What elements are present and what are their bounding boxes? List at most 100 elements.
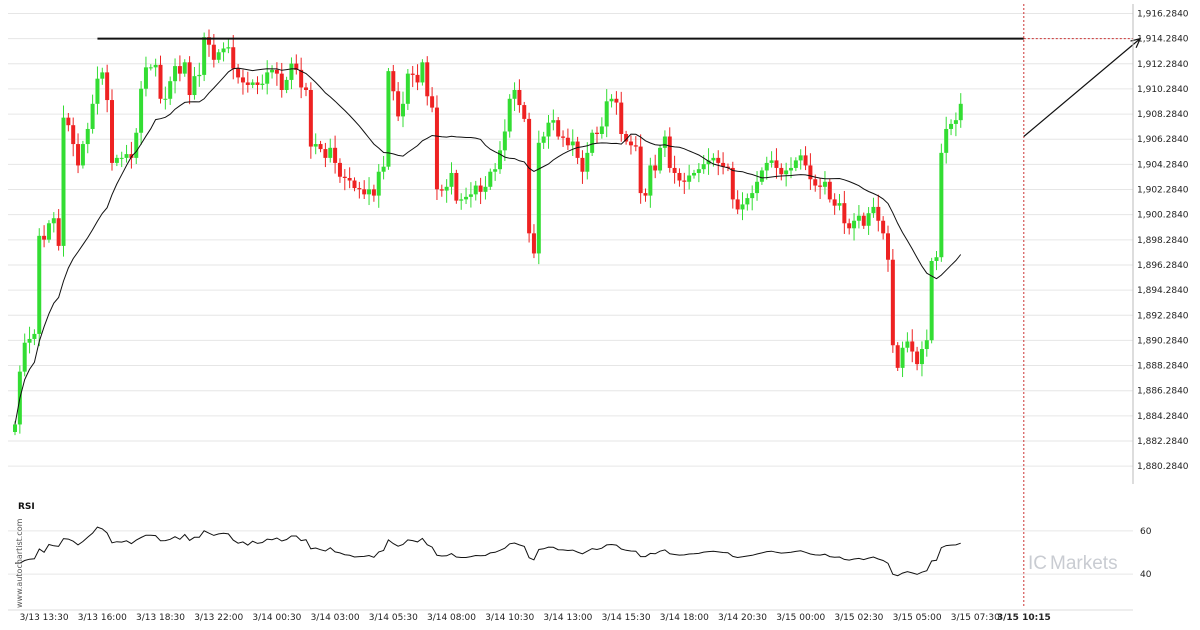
price-tick-label: 1,904.2840 <box>1137 160 1189 170</box>
time-tick-label: 3/13 22:00 <box>194 613 243 623</box>
price-tick-label: 1,892.2840 <box>1137 311 1189 321</box>
candle-body <box>270 69 275 73</box>
rsi-label: RSI <box>18 502 35 512</box>
candle-body <box>546 122 551 137</box>
time-tick-label: 3/14 00:30 <box>252 613 301 623</box>
candle-body <box>939 152 944 258</box>
candle-body <box>755 181 760 194</box>
candle-body <box>100 72 105 79</box>
candle-body <box>105 72 110 101</box>
time-tick-label: 3/15 07:30 <box>951 613 1000 623</box>
candle-body <box>531 233 536 254</box>
candle-body <box>687 175 692 182</box>
price-tick-label: 1,896.2840 <box>1137 261 1189 271</box>
candle-body <box>367 189 372 195</box>
candle-body <box>871 206 876 214</box>
time-tick-label: 3/14 08:00 <box>427 613 476 623</box>
candle-body <box>454 172 459 201</box>
rsi-tick-label: 60 <box>1140 527 1152 537</box>
candle-body <box>861 215 866 226</box>
candle-body <box>168 81 173 99</box>
candle-body <box>648 165 653 196</box>
candle-body <box>876 206 881 221</box>
time-tick-label: 3/14 13:00 <box>543 613 592 623</box>
candle-body <box>449 172 454 187</box>
candle-body <box>37 235 42 334</box>
candle-body <box>265 72 270 84</box>
price-tick-label: 1,900.2840 <box>1137 211 1189 221</box>
price-tick-label: 1,908.2840 <box>1137 110 1189 120</box>
candle-body <box>808 165 813 180</box>
candle-body <box>405 73 410 104</box>
candle-body <box>628 141 633 146</box>
candle-body <box>881 220 886 234</box>
candle-body <box>842 203 847 224</box>
candle-body <box>847 223 852 229</box>
candle-body <box>56 218 61 246</box>
candle-body <box>818 185 823 187</box>
resistance-and-projection <box>97 4 1142 608</box>
candle-body <box>240 77 245 83</box>
time-tick-label: 3/15 02:30 <box>834 613 883 623</box>
candle-body <box>211 44 216 60</box>
candle-body <box>95 78 100 104</box>
candle-body <box>66 117 71 126</box>
candle-body <box>110 100 114 163</box>
candle-body <box>274 69 279 74</box>
price-tick-label: 1,914.2840 <box>1137 35 1189 45</box>
candle-body <box>599 126 604 134</box>
candle-body <box>672 167 677 173</box>
candle-body <box>71 125 76 145</box>
candle-body <box>570 141 575 146</box>
time-tick-label: 3/14 15:30 <box>602 613 651 623</box>
candle-body <box>362 189 367 195</box>
candle-body <box>46 223 51 240</box>
candle-body <box>318 144 323 150</box>
candle-body <box>294 63 299 70</box>
candle-body <box>580 157 585 172</box>
candle-body <box>924 340 929 350</box>
candle-body <box>134 132 139 158</box>
brand-logo: IC Markets <box>1028 553 1118 574</box>
candle-body <box>187 62 192 96</box>
candle-body <box>90 103 95 129</box>
candle-body <box>764 162 769 171</box>
candle-body <box>682 180 687 182</box>
time-tick-label: 3/14 03:00 <box>311 613 360 623</box>
candle-body <box>284 79 289 90</box>
candle-body <box>886 233 890 260</box>
time-tick-label: 3/15 00:00 <box>776 613 825 623</box>
rsi-panel: RSI 60 40 <box>8 502 1152 580</box>
price-tick-label: 1,882.2840 <box>1137 437 1189 447</box>
candle-body <box>468 194 473 197</box>
candle-body <box>143 67 148 89</box>
price-tick-label: 1,884.2840 <box>1137 412 1189 422</box>
candle-body <box>696 169 701 173</box>
candle-body <box>425 62 430 97</box>
candle-body <box>575 141 580 158</box>
candle-body <box>207 37 211 45</box>
candle-body <box>633 145 638 147</box>
candle-body <box>333 147 338 163</box>
candle-body <box>638 146 643 194</box>
candle-body <box>202 37 207 75</box>
candle-body <box>289 63 294 80</box>
candle-body <box>595 132 599 134</box>
candle-body <box>822 181 827 187</box>
candle-body <box>919 349 924 365</box>
candle-body <box>934 257 939 261</box>
time-tick-label: 3/13 18:30 <box>136 613 185 623</box>
candle-body <box>22 342 27 372</box>
candle-body <box>464 196 469 200</box>
moving-average-line <box>14 67 962 425</box>
candle-body <box>551 120 556 123</box>
candle-body <box>852 220 857 229</box>
candle-body <box>308 89 313 147</box>
candle-body <box>32 333 37 339</box>
candle-body <box>692 172 696 176</box>
candle-body <box>80 144 85 166</box>
candle-body <box>299 69 304 88</box>
candle-body <box>711 157 716 161</box>
candle-body <box>459 199 464 201</box>
watermark: www.autochartist.com <box>15 518 24 608</box>
